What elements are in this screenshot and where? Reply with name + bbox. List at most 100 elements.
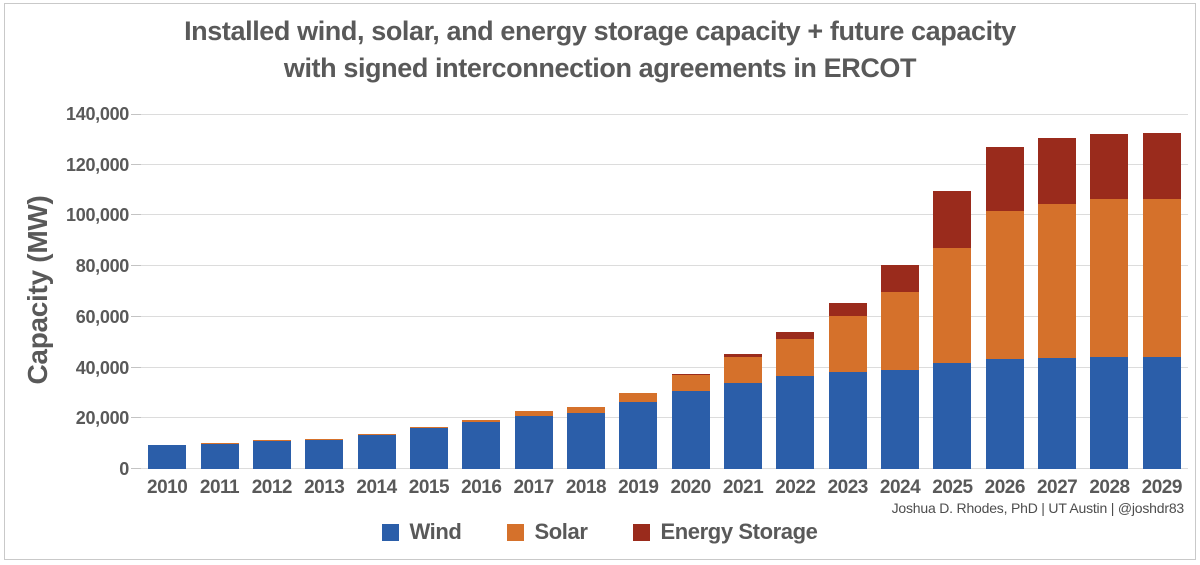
legend-swatch-wind <box>382 523 400 541</box>
bar-segment-wind-2013 <box>305 439 344 469</box>
bar-2023 <box>828 303 867 469</box>
bar-segment-wind-2027 <box>1038 357 1077 469</box>
gridline <box>141 366 1188 368</box>
y-tick-label: 0 <box>119 459 129 479</box>
y-tick-label: 140,000 <box>66 104 129 124</box>
bar-2013 <box>305 439 344 469</box>
bar-segment-wind-2029 <box>1142 357 1181 469</box>
bar-segment-solar-2013 <box>305 439 344 440</box>
bar-2020 <box>671 373 710 469</box>
x-axis-tick-labels: 2010 2011 2012 2013 2014 2015 2016 2017 2018 2019… <box>141 477 1188 503</box>
bar-segment-energy-storage-2029 <box>1142 132 1181 200</box>
bar-segment-energy-storage-2022 <box>776 332 815 340</box>
y-tick-label: 100,000 <box>66 205 129 226</box>
y-axis-tick-mark <box>131 214 141 216</box>
bar-segment-wind-2017 <box>514 415 553 469</box>
bar-segment-wind-2026 <box>985 358 1024 469</box>
bar-segment-solar-2017 <box>514 411 553 416</box>
x-tick-label-2022: 2022 <box>775 477 816 498</box>
legend-item-energy-storage: Energy Storage <box>633 519 818 545</box>
bar-2011 <box>200 443 239 469</box>
bar-2029 <box>1142 132 1181 469</box>
bar-segment-wind-2025 <box>933 363 972 469</box>
bar-segment-energy-storage-2027 <box>1038 137 1077 204</box>
x-tick-label-2018: 2018 <box>565 477 607 498</box>
bar-segment-solar-2027 <box>1038 203 1077 358</box>
x-tick-label-2023: 2023 <box>827 477 869 498</box>
y-tick-label: 60,000 <box>75 306 130 327</box>
bar-segment-wind-2014 <box>357 434 396 469</box>
gridline <box>141 214 1188 216</box>
y-tick-label: 80,000 <box>75 256 130 277</box>
x-tick-label-2019: 2019 <box>618 477 659 498</box>
bar-segment-solar-2014 <box>357 433 396 435</box>
bar-segment-wind-2024 <box>881 369 920 469</box>
bar-segment-energy-storage-2026 <box>985 147 1024 212</box>
x-tick-label-2011: 2011 <box>199 477 240 498</box>
bar-segment-energy-storage-2023 <box>828 303 867 316</box>
x-tick-label-2014: 2014 <box>356 477 397 498</box>
bar-segment-energy-storage-2025 <box>933 190 972 248</box>
y-tick-label: 120,000 <box>66 154 129 175</box>
bar-segment-energy-storage-2020 <box>671 373 710 375</box>
gridline <box>141 315 1188 317</box>
x-tick-label-2025: 2025 <box>932 477 973 498</box>
bar-segment-wind-2015 <box>409 427 448 469</box>
legend-label: Wind <box>409 519 462 544</box>
bar-2017 <box>514 410 553 469</box>
x-tick-label-2028: 2028 <box>1089 477 1130 498</box>
chart-title-line2: with signed interconnection agreements i… <box>283 53 917 83</box>
bar-segment-energy-storage-2024 <box>881 265 920 293</box>
bar-2014 <box>357 433 396 469</box>
x-tick-label-2029: 2029 <box>1141 477 1183 498</box>
gridline <box>141 265 1188 267</box>
gridline <box>141 163 1188 165</box>
x-tick-label-2020: 2020 <box>670 477 712 498</box>
x-tick-label-2026: 2026 <box>984 477 1026 498</box>
y-tick-label: 40,000 <box>75 357 130 378</box>
legend-label: Energy Storage <box>660 519 818 544</box>
bar-segment-wind-2018 <box>566 412 605 469</box>
y-tick-label: 20,000 <box>75 408 130 429</box>
bar-2010 <box>148 444 187 469</box>
x-tick-label-2021: 2021 <box>722 477 764 498</box>
y-axis-tick-mark <box>131 163 141 165</box>
bar-segment-wind-2010 <box>148 444 187 469</box>
y-axis-tick-mark <box>131 468 141 469</box>
bar-segment-solar-2025 <box>933 247 972 364</box>
x-tick-label-2017: 2017 <box>513 477 554 498</box>
bar-2022 <box>776 332 815 469</box>
y-axis-tick-labels: 0 20,000 40,000 60,000 80,000 100,000 120,000 1… <box>0 104 130 479</box>
bar-segment-wind-2016 <box>462 421 501 469</box>
bar-segment-wind-2028 <box>1090 357 1129 469</box>
bar-segment-solar-2028 <box>1090 199 1129 358</box>
legend-item-wind: Wind <box>382 519 462 545</box>
bar-segment-energy-storage-2021 <box>724 354 763 357</box>
attribution-text: Joshua D. Rhodes, PhD | UT Austin | @jos… <box>891 500 1185 516</box>
plot-area <box>131 114 1188 469</box>
bar-segment-wind-2020 <box>671 390 710 469</box>
bar-segment-wind-2012 <box>252 440 291 469</box>
bar-segment-solar-2018 <box>566 407 605 413</box>
x-tick-label-2016: 2016 <box>461 477 502 498</box>
y-axis-tick-mark <box>131 315 141 317</box>
bar-segment-solar-2023 <box>828 315 867 373</box>
legend-swatch-energy-storage <box>633 523 651 541</box>
x-tick-label-2010: 2010 <box>147 477 188 498</box>
bar-2026 <box>985 147 1024 469</box>
x-tick-label-2015: 2015 <box>408 477 450 498</box>
bar-2025 <box>933 190 972 469</box>
bar-segment-wind-2011 <box>200 443 239 469</box>
legend: Wind Solar Energy Storage <box>0 517 1200 547</box>
bar-segment-solar-2024 <box>881 292 920 370</box>
bar-segment-solar-2021 <box>724 356 763 383</box>
x-tick-label-2027: 2027 <box>1036 477 1078 498</box>
bar-segment-wind-2022 <box>776 375 815 469</box>
chart-title-line1: Installed wind, solar, and energy storag… <box>184 16 1016 46</box>
chart-title: Installed wind, solar, and energy storag… <box>0 13 1200 87</box>
bar-segment-solar-2016 <box>462 419 501 422</box>
legend-item-solar: Solar <box>507 519 588 545</box>
gridline <box>141 417 1188 419</box>
bar-segment-solar-2015 <box>409 426 448 428</box>
